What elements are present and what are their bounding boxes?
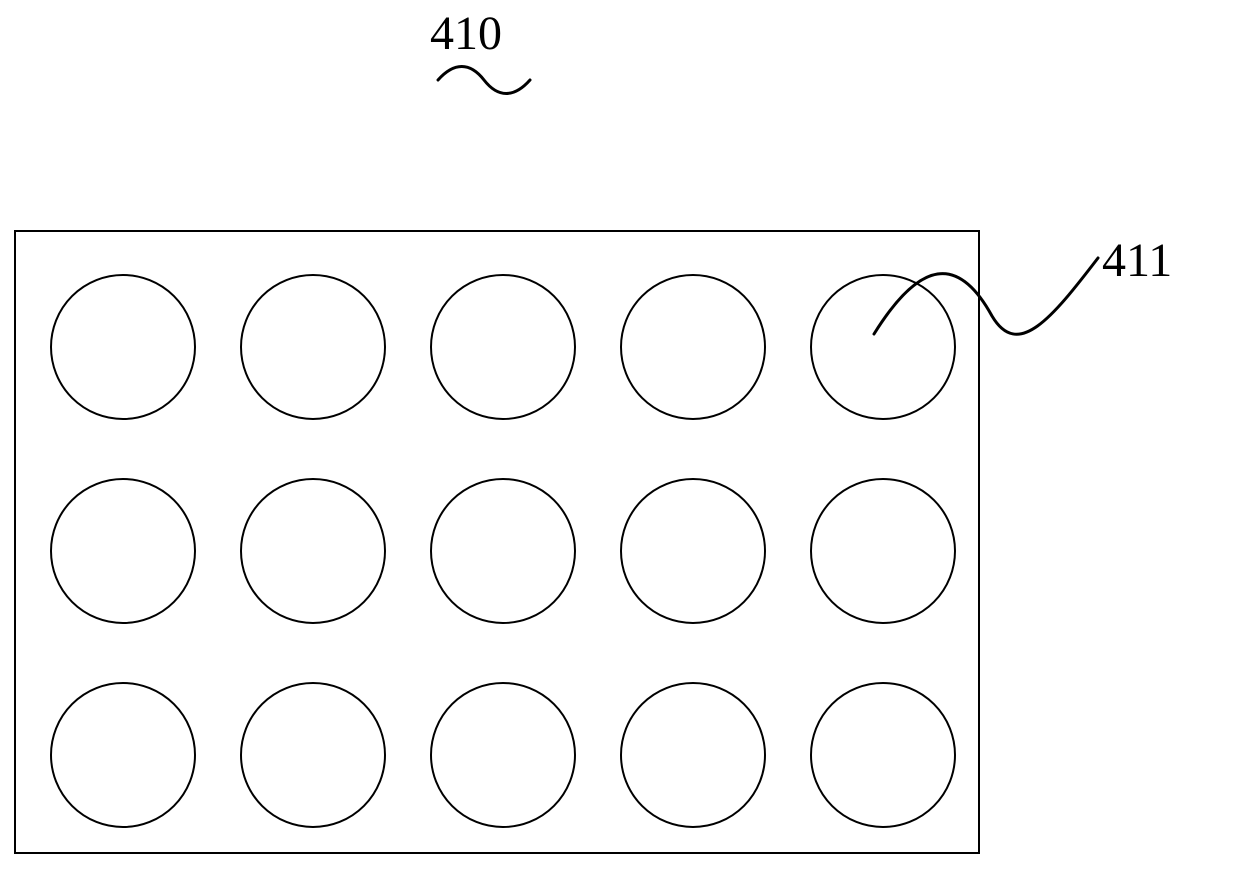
leader-line-411 — [874, 258, 1098, 334]
diagram-stage: 410 411 — [0, 0, 1240, 886]
tilde-under-410 — [438, 67, 530, 94]
annotation-overlay — [0, 0, 1240, 886]
label-411: 411 — [1102, 233, 1172, 288]
label-410: 410 — [430, 6, 502, 61]
